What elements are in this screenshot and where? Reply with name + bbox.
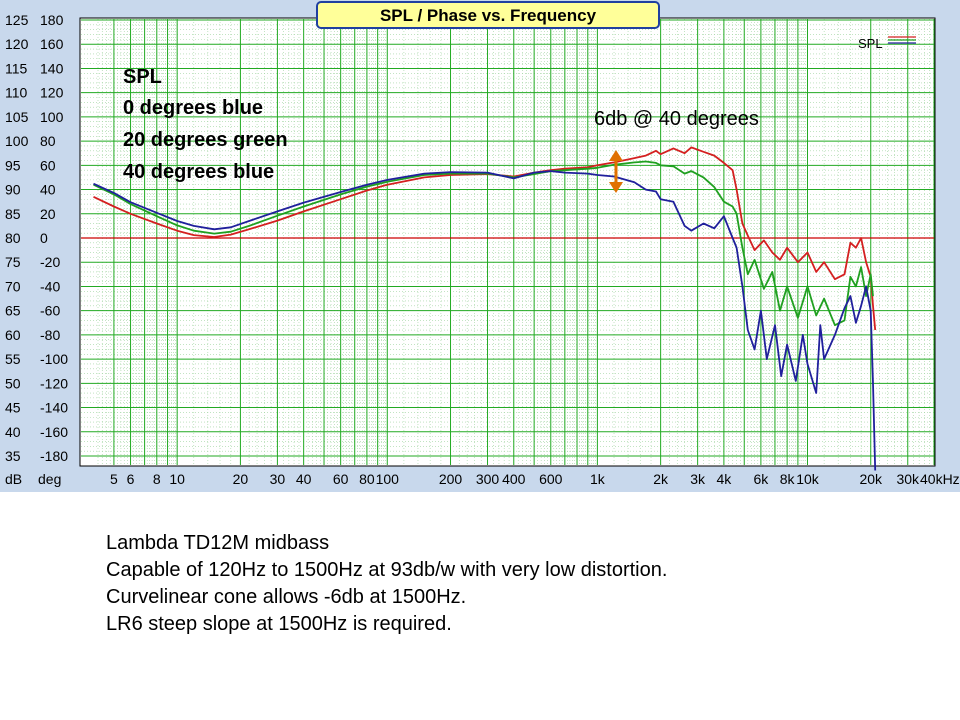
x-tick-label: 1k <box>590 471 606 487</box>
overlay-spl-heading: SPL <box>123 66 162 88</box>
plot-area <box>79 17 936 467</box>
description-line-1: Lambda TD12M midbass <box>106 532 330 554</box>
x-unit-spl: dB <box>5 471 22 487</box>
x-tick-label: 3k <box>690 471 706 487</box>
legend: SPL <box>858 36 916 51</box>
y-tick-spl: 35 <box>5 448 21 464</box>
x-tick-label: 6 <box>127 471 135 487</box>
annotation-arrow <box>609 150 623 193</box>
x-tick-label: 10 <box>169 471 185 487</box>
overlay-legend-line-3: 40 degrees blue <box>123 161 274 183</box>
y-tick-phase: 160 <box>40 36 64 52</box>
y-tick-spl: 65 <box>5 303 21 319</box>
y-tick-phase: -60 <box>40 303 60 319</box>
overlay-legend-line-1: 0 degrees blue <box>123 97 263 119</box>
x-tick-label: 300 <box>476 471 500 487</box>
chart-title-box: SPL / Phase vs. Frequency <box>316 1 660 29</box>
y-tick-phase: 40 <box>40 182 56 198</box>
description-block: Lambda TD12M midbass Capable of 120Hz to… <box>106 530 667 638</box>
y-tick-phase: 80 <box>40 133 56 149</box>
x-tick-label: 8 <box>153 471 161 487</box>
x-tick-label: 200 <box>439 471 463 487</box>
y-tick-phase: -180 <box>40 448 68 464</box>
y-tick-spl: 70 <box>5 278 21 294</box>
series-line-40-degrees <box>93 170 877 471</box>
y-tick-phase: -140 <box>40 400 68 416</box>
chart-title: SPL / Phase vs. Frequency <box>380 6 597 25</box>
x-tick-label: 5 <box>110 471 118 487</box>
y-tick-phase: 100 <box>40 109 64 125</box>
y-tick-phase: 60 <box>40 157 56 173</box>
y-tick-phase: -40 <box>40 278 60 294</box>
y-tick-spl: 85 <box>5 206 21 222</box>
x-tick-label: 10k <box>796 471 820 487</box>
x-tick-label: 2k <box>653 471 669 487</box>
x-tick-label: 30k <box>896 471 920 487</box>
x-tick-label: 8k <box>780 471 796 487</box>
annotation-6db: 6db @ 40 degrees <box>594 108 759 130</box>
x-tick-label: 40kHz <box>920 471 960 487</box>
description-line-4: LR6 steep slope at 1500Hz is required. <box>106 613 452 635</box>
x-tick-label: 6k <box>753 471 769 487</box>
y-tick-spl: 95 <box>5 157 21 173</box>
y-tick-spl: 80 <box>5 230 21 246</box>
overlay-legend-line-2: 20 degrees green <box>123 129 288 151</box>
y-tick-spl: 115 <box>5 60 28 76</box>
y-tick-spl: 125 <box>5 12 29 28</box>
description-line-2: Capable of 120Hz to 1500Hz at 93db/w wit… <box>106 559 668 581</box>
series-line-20-degrees <box>93 160 874 327</box>
y-tick-spl: 110 <box>5 85 28 101</box>
y-tick-spl: 105 <box>5 109 29 125</box>
x-tick-label: 40 <box>296 471 312 487</box>
y-tick-phase: -100 <box>40 351 68 367</box>
x-tick-label: 4k <box>716 471 732 487</box>
x-tick-label: 80 <box>359 471 375 487</box>
y-tick-phase: 120 <box>40 85 64 101</box>
x-tick-label: 100 <box>376 471 400 487</box>
y-tick-spl: 100 <box>5 133 29 149</box>
y-tick-spl: 120 <box>5 36 29 52</box>
y-tick-phase: 0 <box>40 230 48 246</box>
x-tick-label: 60 <box>333 471 349 487</box>
y-tick-spl: 45 <box>5 400 21 416</box>
y-tick-phase: 20 <box>40 206 56 222</box>
y-tick-spl: 60 <box>5 327 21 343</box>
y-tick-spl: 90 <box>5 182 21 198</box>
y-tick-spl: 55 <box>5 351 21 367</box>
x-tick-label: 600 <box>539 471 563 487</box>
y-tick-phase: 140 <box>40 60 64 76</box>
description-line-3: Curvelinear cone allows -6db at 1500Hz. <box>106 586 467 608</box>
x-unit-phase: deg <box>38 471 61 487</box>
x-tick-label: 20k <box>859 471 883 487</box>
x-tick-label: 400 <box>502 471 526 487</box>
y-tick-phase: -160 <box>40 424 68 440</box>
y-tick-phase: -20 <box>40 254 60 270</box>
y-tick-phase: -120 <box>40 375 68 391</box>
legend-label: SPL <box>858 36 883 51</box>
y-tick-spl: 40 <box>5 424 21 440</box>
y-tick-spl: 75 <box>5 254 21 270</box>
y-tick-spl: 50 <box>5 375 21 391</box>
x-tick-label: 20 <box>233 471 249 487</box>
y-tick-phase: 180 <box>40 12 64 28</box>
series-line-0-degrees <box>93 146 877 331</box>
y-tick-phase: -80 <box>40 327 60 343</box>
x-tick-label: 30 <box>270 471 286 487</box>
